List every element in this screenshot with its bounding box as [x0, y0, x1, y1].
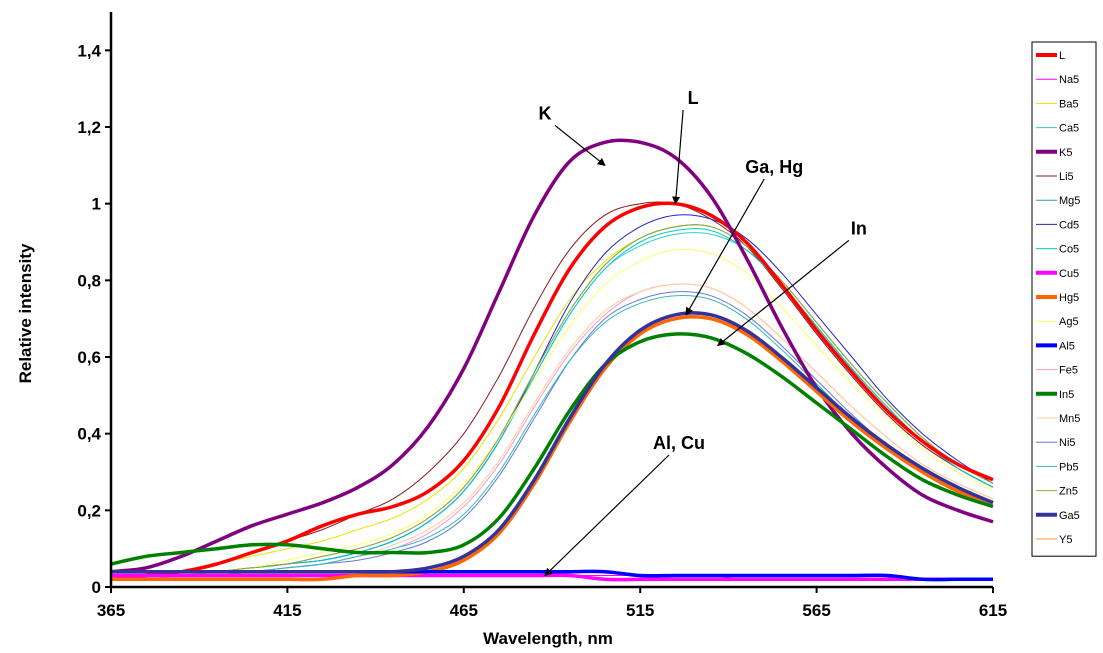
series-line-mn5 [110, 283, 994, 581]
legend-label: K5 [1059, 147, 1072, 159]
y-tick-label: 1,2 [77, 118, 101, 137]
axes-layer: 0 0,2 0,4 0,6 0,8 1 1,2 1,4 365 415 465 515 565 615 [77, 12, 1007, 620]
y-tick-label: 0,4 [77, 425, 101, 444]
annotation-arrow [554, 124, 606, 166]
series-line-zn5 [110, 224, 994, 580]
annotation-arrow [672, 109, 684, 205]
x-tick-label: 615 [979, 601, 1007, 620]
series-line-ca5 [110, 232, 994, 580]
annotation-arrow [717, 239, 850, 347]
legend-label: Cu5 [1059, 268, 1079, 280]
series-line-k5 [110, 138, 994, 574]
legend-label: Al5 [1059, 340, 1075, 352]
annotation-layer: K L Ga, Hg In Al, Cu [538, 88, 867, 577]
series-line-co5 [110, 228, 994, 580]
x-tick-label: 515 [626, 601, 654, 620]
y-tick-label: 1 [92, 195, 101, 214]
legend-label: Ba5 [1059, 98, 1079, 110]
legend-label: Co5 [1059, 244, 1079, 256]
legend-label: L [1059, 50, 1065, 62]
legend-label: Ni5 [1059, 437, 1076, 449]
annotation-arrow [685, 178, 765, 316]
x-tick-label: 365 [97, 601, 125, 620]
x-axis-title: Wavelength, nm [483, 629, 613, 648]
legend-label: Na5 [1059, 74, 1079, 86]
x-tick-label: 465 [450, 601, 478, 620]
legend-label: In5 [1059, 389, 1074, 401]
legend-label: Mg5 [1059, 195, 1080, 207]
series-line-mg5 [110, 224, 994, 580]
legend-label: Y5 [1059, 534, 1072, 546]
annotation-label: Ga, Hg [745, 157, 803, 177]
y-tick-label: 0,2 [77, 501, 101, 520]
series-line-li5 [110, 201, 994, 580]
legend: L Na5 Ba5 Ca5 K5 Li5 Mg5 Cd5 Co5 Cu5 Hg5 Ag5 Al5 Fe5 I… [1031, 41, 1097, 557]
legend-label: Ga5 [1059, 510, 1080, 522]
x-tick-label: 415 [273, 601, 301, 620]
series-layer [110, 138, 994, 582]
legend-label: Cd5 [1059, 219, 1079, 231]
series-line-ba5 [110, 224, 994, 580]
annotation-label: K [538, 103, 551, 123]
series-line-fe5 [110, 283, 994, 581]
y-tick-label: 0,6 [77, 348, 101, 367]
legend-label: Ag5 [1059, 316, 1079, 328]
annotation-arrow [544, 454, 670, 577]
annotation-label: In [851, 218, 867, 238]
legend-label: Li5 [1059, 171, 1074, 183]
legend-label: Zn5 [1059, 486, 1078, 498]
series-line-l [110, 201, 994, 582]
legend-label: Hg5 [1059, 292, 1079, 304]
annotation-label: Al, Cu [653, 433, 705, 453]
x-tick-label: 565 [802, 601, 830, 620]
y-tick-label: 0 [92, 578, 101, 597]
series-line-cd5 [110, 214, 994, 580]
y-axis-title: Relative intensity [16, 243, 35, 383]
series-line-ga5 [110, 311, 994, 574]
series-line-in5 [110, 332, 994, 566]
legend-label: Ca5 [1059, 123, 1079, 135]
y-tick-label: 1,4 [77, 41, 101, 60]
legend-label: Fe5 [1059, 365, 1078, 377]
series-line-hg5 [111, 315, 994, 582]
y-tick-label: 0,8 [77, 271, 101, 290]
legend-label: Mn5 [1059, 413, 1080, 425]
annotation-label: L [688, 88, 699, 108]
legend-label: Pb5 [1059, 461, 1079, 473]
